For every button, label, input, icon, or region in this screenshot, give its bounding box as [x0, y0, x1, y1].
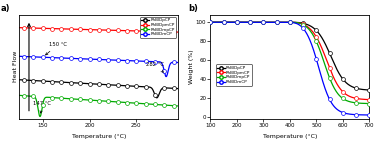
Legend: PhBIDpCP, PhBIDpmCP, PhBIDmpCP, PhBIDmCP: PhBIDpCP, PhBIDpmCP, PhBIDmpCP, PhBIDmCP — [216, 64, 252, 86]
Y-axis label: Heat Flow: Heat Flow — [13, 51, 18, 82]
Text: b): b) — [188, 4, 198, 13]
X-axis label: Temperature (°C): Temperature (°C) — [72, 133, 126, 139]
Text: a): a) — [0, 4, 10, 13]
Text: 282 °C: 282 °C — [146, 62, 164, 72]
X-axis label: Temperature (°C): Temperature (°C) — [263, 133, 317, 139]
Y-axis label: Weight (%): Weight (%) — [189, 49, 194, 84]
Text: 147 °C: 147 °C — [34, 101, 51, 113]
Legend: PhBIDpCP, PhBIDpmCP, PhBIDmpCP, PhBIDmCP: PhBIDpCP, PhBIDpmCP, PhBIDmpCP, PhBIDmCP — [140, 17, 176, 38]
Text: 150 °C: 150 °C — [45, 42, 67, 55]
